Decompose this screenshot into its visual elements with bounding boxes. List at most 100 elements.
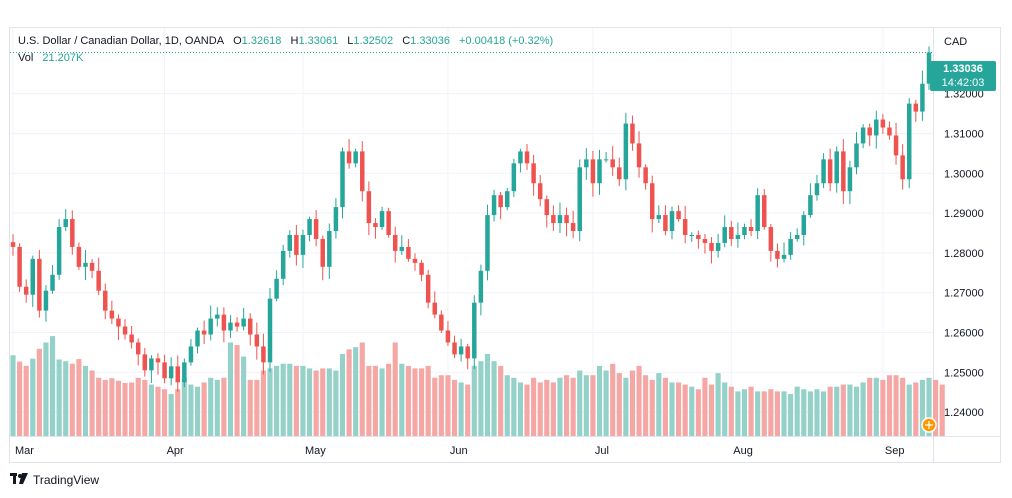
volume-bar [557,377,563,436]
candle-body [386,211,391,235]
volume-bar [893,375,899,436]
candle-body [472,302,477,359]
volume-bar [761,391,767,436]
candle-body [23,286,29,295]
last-price: 1.33036 [943,63,983,75]
candle-body [188,346,194,363]
high-label: H [290,35,299,47]
candle-body [505,191,510,208]
volume-bar [939,384,945,436]
volume-bar [491,361,497,436]
candle-body [920,83,925,112]
y-tick-label: 1.24000 [944,407,984,419]
volume-bar [17,361,23,436]
candle-body [261,346,266,363]
volume-bar [801,389,807,436]
candle-body [794,234,800,239]
candle-body [702,238,708,243]
volume-bar [906,384,912,436]
volume-bar [188,384,194,436]
candle-body [254,334,260,347]
volume-bar [880,379,886,436]
candle-body [649,183,655,220]
volume-bar [405,365,411,436]
volume-bar [320,368,326,436]
volume-bar [919,379,925,436]
candle-body [63,219,68,228]
change-value: +0.00418 (+0.32%) [459,35,554,47]
volume-bar [148,384,154,436]
volume-bar [603,370,609,436]
volume-bar [577,370,583,436]
candle-body [518,151,523,164]
volume-bar [379,368,385,436]
candle-body [755,195,760,232]
legend-ohlc: U.S. Dollar / Canadian Dollar, 1D, OANDA… [18,35,553,47]
candle-body [893,135,899,156]
candle-body [485,215,490,271]
low-label: L [347,35,354,47]
candle-body [597,159,602,184]
candle-body [392,234,398,251]
volume-bar [774,391,781,436]
candle-body [399,246,405,251]
candle-body [656,215,662,220]
volume-bar [161,389,168,436]
volume-bar [933,379,939,436]
volume-bar [695,389,701,436]
candle-body [320,238,325,267]
volume-bar [366,365,372,436]
candle-body [406,246,411,259]
candle-body [30,258,36,295]
candle-body [241,318,246,327]
volume-bar [96,377,102,436]
candle-body [439,314,444,331]
candle-body [682,219,688,235]
tradingview-brand[interactable]: TradingView [10,472,99,487]
candle-body [775,250,780,259]
volume-bar [669,382,675,436]
candle-body [366,191,372,224]
candle-body [715,242,721,251]
candle-body [722,227,727,243]
candle-body [432,302,437,315]
candle-body [17,246,22,287]
volume-bar [306,368,313,436]
volume-bar [346,349,352,436]
candle-body [834,151,839,184]
volume-bar [399,363,405,436]
candle-body [900,155,905,180]
y-tick-label: 1.29000 [944,208,984,220]
volume-bar [432,377,438,436]
candle-body [735,234,741,239]
x-tick-label: Aug [733,445,753,457]
volume-bar [926,377,932,436]
volume-bar [873,377,879,436]
candle-body [215,314,220,319]
y-tick-label: 1.25000 [944,367,984,379]
candle-body [742,227,747,235]
candle-body [353,151,358,164]
candle-body [689,234,695,236]
candle-body [748,227,754,232]
volume-bar [682,384,688,436]
candle-body [524,151,530,164]
volume-bar [359,342,365,436]
volume-bar [241,356,247,436]
volume-bar [662,377,668,436]
candle-body [333,207,339,232]
x-axis: Mar Apr May Jun Jul Aug Sep [15,445,904,457]
candle-body [109,310,115,319]
volume-bar [339,353,346,436]
volume-bar [755,391,761,436]
volume-bar [142,379,148,436]
candle-body [557,215,563,224]
volume-bar [596,365,603,436]
candle-body [195,330,200,347]
volume-bar [247,379,253,436]
volume-bar [214,379,220,436]
candle-body [887,127,892,136]
volume-bar [458,382,464,436]
candle-body [617,167,622,180]
